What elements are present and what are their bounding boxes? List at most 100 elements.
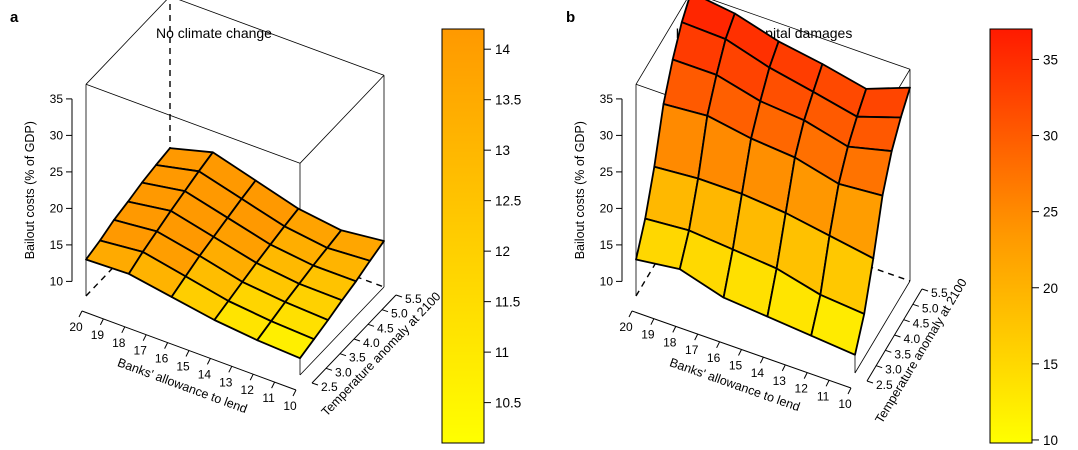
colorbar-b: 10 15 20 25 30 35 <box>989 28 1058 448</box>
x-tick-label: 14 <box>198 367 212 381</box>
box-edge <box>635 0 687 85</box>
z-tick-label: 15 <box>50 238 64 252</box>
x-tick-label: 12 <box>241 383 255 397</box>
colorbar-rect <box>989 28 1033 444</box>
panel-b: b Labour and capital damages 10152025303… <box>566 0 1058 448</box>
colorbar-tick-label: 11 <box>495 345 509 360</box>
y-tick-label: 4.5 <box>913 317 930 331</box>
y-tick-label: 4.0 <box>363 336 380 350</box>
x-tick-label: 18 <box>112 336 126 350</box>
z-axis-label: Bailout costs (% of GDP) <box>573 121 587 259</box>
colorbar-tick-label: 13.5 <box>495 93 521 108</box>
x-tick-mark <box>628 310 633 318</box>
x-tick-mark <box>206 358 211 365</box>
colorbar-tick-label: 15 <box>1043 357 1058 372</box>
x-tick-label: 12 <box>795 382 809 396</box>
x-tick-mark <box>99 318 104 326</box>
x-tick-mark <box>738 349 742 356</box>
z-axis: 10 15 20 25 30 35 Bailout costs (% of GDP) <box>23 92 73 288</box>
x-tick-mark <box>271 381 276 389</box>
z-tick-label: 30 <box>600 128 614 142</box>
colorbar-tick-label: 25 <box>1043 205 1058 220</box>
y-tick-label: 3.0 <box>885 363 902 377</box>
x-tick-label: 15 <box>176 360 190 374</box>
z-tick-label: 10 <box>50 274 64 288</box>
x-tick-mark <box>249 373 254 381</box>
surface <box>85 147 385 360</box>
x-tick-label: 15 <box>729 359 743 373</box>
x-tick-label: 14 <box>751 366 765 380</box>
y-tick-label: 5.5 <box>931 286 948 300</box>
x-tick-label: 18 <box>663 335 677 349</box>
panel-letter-a: a <box>10 9 19 26</box>
surface-cell <box>810 293 866 356</box>
x-tick-mark <box>672 326 677 333</box>
x-tick-label: 13 <box>773 374 787 388</box>
x-tick-mark <box>228 366 233 373</box>
surface-plot-a: 10 15 20 25 30 35 Bailout costs (% of GDP) 20 19… <box>23 0 444 419</box>
surface-plot-b: 10 15 20 25 30 35 Bailout costs (% of GDP) 20 19… <box>573 0 970 426</box>
z-tick-label: 25 <box>50 165 64 179</box>
y-axis-label: Temperature anomaly at 2100 <box>319 289 444 419</box>
box-edge <box>178 0 385 76</box>
z-tick-label: 15 <box>600 238 614 252</box>
colorbar-tick-label: 35 <box>1043 52 1058 67</box>
z-tick-label: 35 <box>50 92 64 106</box>
x-tick-mark <box>803 372 808 379</box>
y-tick-label: 4.0 <box>904 332 921 346</box>
y-tick-label: 2.5 <box>876 378 893 392</box>
colorbar-tick-label: 10.5 <box>495 396 521 411</box>
colorbar-rect <box>441 28 485 444</box>
x-tick-label: 11 <box>262 391 275 405</box>
box-edge <box>299 286 385 376</box>
box-edge <box>85 0 168 85</box>
z-tick-label: 25 <box>600 165 614 179</box>
x-tick-label: 17 <box>134 344 148 358</box>
x-tick-label: 19 <box>641 328 655 342</box>
x-tick-mark <box>142 334 147 341</box>
x-tick-mark <box>847 387 852 395</box>
y-tick-label: 5.0 <box>922 301 939 315</box>
z-axis-label: Bailout costs (% of GDP) <box>23 121 37 259</box>
x-tick-mark <box>78 310 83 318</box>
y-tick-mark <box>339 353 347 357</box>
y-tick-mark <box>325 367 333 371</box>
x-tick-label: 19 <box>91 328 105 342</box>
y-tick-mark <box>367 323 375 327</box>
z-tick-label: 35 <box>600 92 614 106</box>
colorbar-tick-label: 20 <box>1043 281 1058 296</box>
z-tick-label: 10 <box>600 274 614 288</box>
y-tick-mark <box>912 303 919 307</box>
colorbar-tick-label: 12.5 <box>495 194 521 209</box>
y-tick-mark <box>894 334 901 338</box>
colorbar-tick-label: 13 <box>495 143 510 158</box>
colorbar-tick-label: 10 <box>1043 433 1058 448</box>
panel-a: a No climate change 10 15 20 25 30 35 Bailout … <box>10 0 521 444</box>
x-tick-mark <box>650 318 655 325</box>
x-tick-label: 16 <box>707 351 721 365</box>
y-tick-label: 2.5 <box>321 380 338 394</box>
x-tick-mark <box>825 380 830 387</box>
z-axis: 10 15 20 25 30 35 Bailout costs (% of GDP) <box>573 92 623 288</box>
y-tick-mark <box>903 319 910 323</box>
x-tick-mark <box>694 333 699 341</box>
colorbar-tick-label: 14 <box>495 42 511 57</box>
y-tick-label: 5.0 <box>391 307 408 321</box>
x-tick-label: 10 <box>283 399 297 413</box>
x-tick-mark <box>185 350 190 357</box>
surface <box>635 0 911 356</box>
y-tick-label: 3.5 <box>894 347 911 361</box>
x-tick-mark <box>292 389 297 397</box>
x-tick-label: 13 <box>219 375 233 389</box>
y-tick-mark <box>921 288 929 292</box>
x-tick-mark <box>121 326 126 334</box>
chart-title-a: No climate change <box>156 25 272 41</box>
x-tick-label: 17 <box>685 343 699 357</box>
x-tick-mark <box>716 341 721 349</box>
y-tick-label: 5.5 <box>405 292 422 306</box>
x-tick-mark <box>164 342 169 349</box>
box-edge <box>85 83 301 164</box>
x-tick-label: 20 <box>619 320 633 334</box>
